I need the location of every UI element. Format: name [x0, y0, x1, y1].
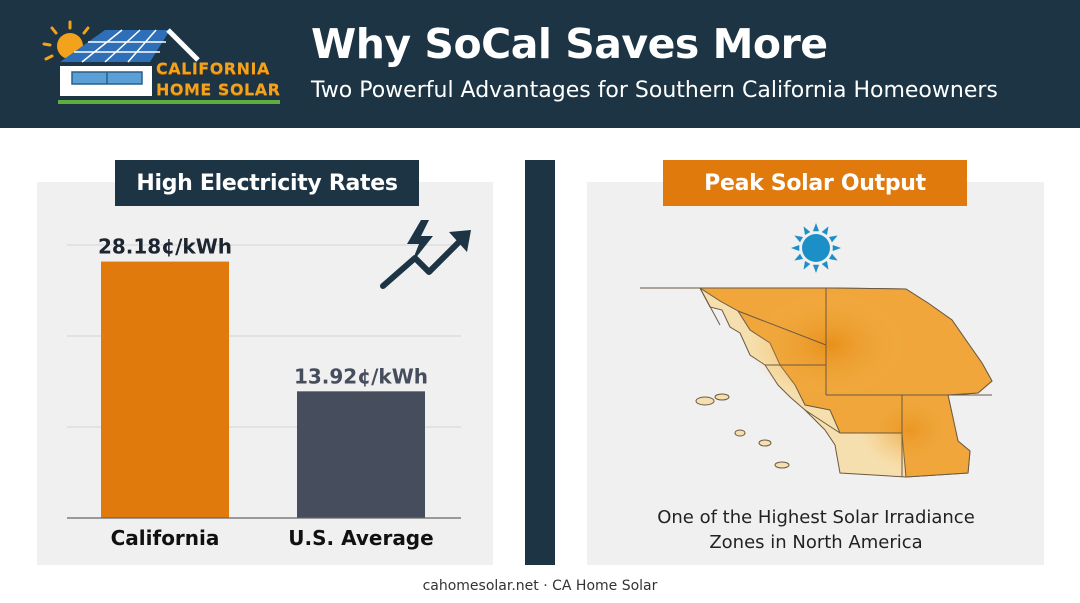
electricity-rate-chart: 28.18¢/kWh California 13.92¢/kWh U.S. Avera… — [67, 220, 471, 550]
sun-ray — [794, 253, 804, 261]
solar-output-heading: Peak Solar Output — [663, 160, 967, 206]
channel-islands — [695, 393, 790, 469]
electricity-rates-heading: High Electricity Rates — [115, 160, 419, 206]
footer-credit: cahomesolar.net · CA Home Solar — [422, 578, 658, 594]
sun-icon — [791, 223, 841, 273]
header-banner: CALIFORNIA HOME SOLAR Why SoCal Saves Mo… — [0, 0, 1080, 128]
map-caption-line-2: Zones in North America — [709, 532, 923, 553]
house-solar-logo-icon — [42, 20, 280, 104]
sun-ray — [828, 253, 838, 261]
category-label-1: U.S. Average — [288, 526, 433, 550]
page-title: Why SoCal Saves More — [311, 20, 828, 68]
map-caption: One of the Highest Solar Irradiance Zone… — [590, 505, 1042, 555]
logo-line-1: CALIFORNIA — [156, 59, 270, 78]
sun-ray — [821, 226, 829, 236]
category-label-0: California — [111, 526, 220, 550]
sun-ray — [794, 235, 804, 243]
logo-line-2: HOME SOLAR — [156, 80, 281, 99]
sun-ray — [803, 226, 811, 236]
logo-wordmark: CALIFORNIA HOME SOLAR — [156, 58, 280, 100]
socal-irradiance-map — [640, 223, 993, 478]
sun-ray — [821, 260, 829, 270]
bar-0 — [101, 261, 229, 518]
rising-arrow-lightning-icon — [380, 220, 471, 289]
sun-ray — [812, 264, 820, 273]
bar-value-label-0: 28.18¢/kWh — [98, 235, 232, 259]
company-logo: CALIFORNIA HOME SOLAR — [30, 14, 290, 114]
page-subtitle: Two Powerful Advantages for Southern Cal… — [311, 78, 998, 103]
sun-ray — [791, 244, 800, 252]
sun-ray — [832, 244, 841, 252]
map-caption-line-1: One of the Highest Solar Irradiance — [657, 507, 975, 528]
panel-divider — [525, 160, 555, 565]
sun-ray — [828, 235, 838, 243]
county-lines — [699, 287, 992, 477]
bar-1 — [297, 391, 425, 518]
chart-bars: 28.18¢/kWh California 13.92¢/kWh U.S. Avera… — [98, 235, 434, 550]
sun-ray — [812, 223, 820, 232]
bar-value-label-1: 13.92¢/kWh — [294, 364, 428, 388]
sun-ray — [803, 260, 811, 270]
